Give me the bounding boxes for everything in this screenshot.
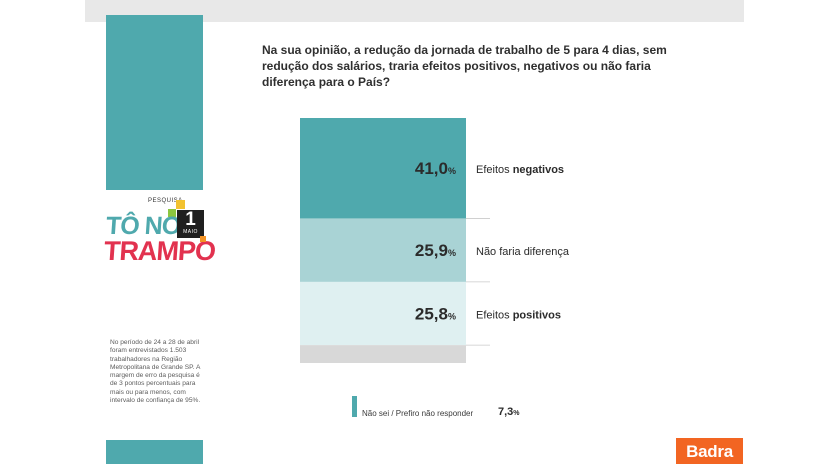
bar-segment-negativos	[300, 118, 466, 219]
value-label-negativos: 41,0%	[415, 159, 456, 178]
value-label-positivos: 25,8%	[415, 305, 456, 324]
brand-logo: Badra	[676, 438, 743, 464]
chart-question: Na sua opinião, a redução da jornada de …	[262, 43, 667, 89]
logo-badge-number: 1	[185, 209, 196, 230]
sidebar-accent-bar	[106, 15, 203, 190]
bar-segment-nao-faria	[300, 218, 466, 282]
legend-swatch-nao-sei	[352, 396, 357, 417]
sidebar-accent-bar-bottom	[106, 440, 203, 464]
top-strip	[85, 0, 744, 22]
legend-value-number: 7,3	[498, 406, 514, 418]
logo-badge: 1 MAIO	[177, 210, 204, 238]
legend-value-unit: %	[513, 410, 520, 417]
survey-logo: PESQUISA TÔ NO TRAMPO 1 MAIO	[103, 198, 216, 278]
logo-square-orange	[200, 236, 206, 242]
legend-value-nao-sei: 7,3%	[498, 406, 520, 418]
methodology-note: No período de 24 a 28 de abril foram ent…	[110, 339, 201, 405]
logo-square-yellow	[176, 200, 185, 209]
value-label-nao-faria: 25,9%	[415, 241, 456, 260]
category-label-positivos: Efeitos positivos	[476, 310, 561, 322]
legend-label-nao-sei: Não sei / Prefiro não responder	[362, 409, 474, 418]
bar-segment-positivos	[300, 281, 466, 346]
bar-segment-nao-sei	[300, 345, 466, 363]
logo-square-green	[168, 209, 176, 217]
category-label-negativos: Efeitos negativos	[476, 164, 564, 176]
logo-kicker: PESQUISA	[148, 198, 183, 204]
logo-badge-month: MAIO	[183, 229, 198, 235]
category-label-nao-faria: Não faria diferença	[476, 246, 570, 258]
